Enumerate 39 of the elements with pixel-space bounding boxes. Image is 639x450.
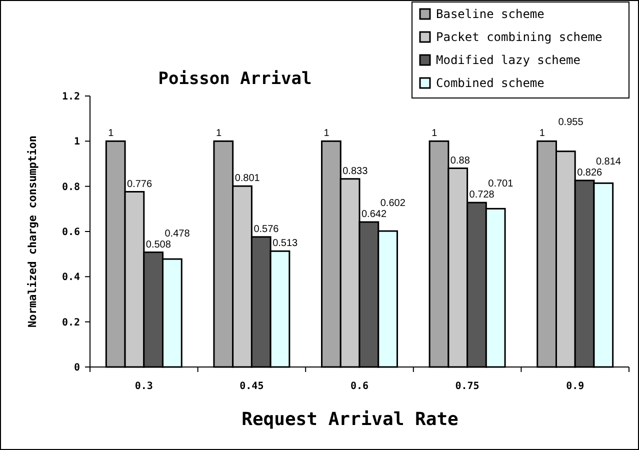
data-label: 0.701 xyxy=(488,178,514,190)
data-label: 0.955 xyxy=(558,117,584,128)
y-tick-label: 0.8 xyxy=(62,182,80,193)
data-label: 1 xyxy=(108,128,114,140)
x-tick-label: 0.9 xyxy=(566,381,584,392)
data-label: 1 xyxy=(216,128,222,140)
y-tick-label: 0 xyxy=(74,362,80,374)
legend-label: Packet combining scheme xyxy=(436,30,602,44)
legend-label: Baseline scheme xyxy=(436,7,544,22)
y-tick-label: 1.2 xyxy=(62,92,80,102)
y-tick-label: 1 xyxy=(74,136,80,148)
data-label: 0.508 xyxy=(146,239,172,250)
y-axis-title: Normalized charge consumption xyxy=(26,135,39,328)
data-label: 0.826 xyxy=(577,167,603,178)
y-tick-label: 0.4 xyxy=(62,272,80,284)
data-label: 0.513 xyxy=(272,238,298,250)
data-label: 0.642 xyxy=(362,209,387,220)
data-label: 0.814 xyxy=(596,156,622,168)
data-label: 0.478 xyxy=(164,228,190,240)
data-label: 0.576 xyxy=(254,224,280,235)
data-label: 1 xyxy=(539,128,546,140)
data-label: 0.776 xyxy=(127,178,152,190)
chart-title: Poisson Arrival xyxy=(158,69,312,89)
legend-label: Modified lazy scheme xyxy=(436,53,580,68)
data-label: 0.801 xyxy=(234,173,260,184)
x-tick-label: 0.6 xyxy=(350,381,369,392)
data-label: 0.728 xyxy=(469,190,495,201)
data-label: 0.88 xyxy=(450,155,470,166)
data-label: 0.833 xyxy=(342,166,368,177)
x-tick-label: 0.75 xyxy=(455,381,480,392)
x-tick-label: 0.45 xyxy=(240,381,264,392)
y-tick-label: 0.6 xyxy=(62,227,80,238)
data-label: 0.602 xyxy=(380,198,406,210)
y-tick-label: 0.2 xyxy=(62,317,80,328)
data-label: 1 xyxy=(324,128,330,140)
x-tick-label: 0.3 xyxy=(134,381,153,392)
x-axis-title: Request Arrival Rate xyxy=(242,409,459,430)
data-label: 1 xyxy=(432,128,438,140)
legend-label: Combined scheme xyxy=(436,76,544,90)
